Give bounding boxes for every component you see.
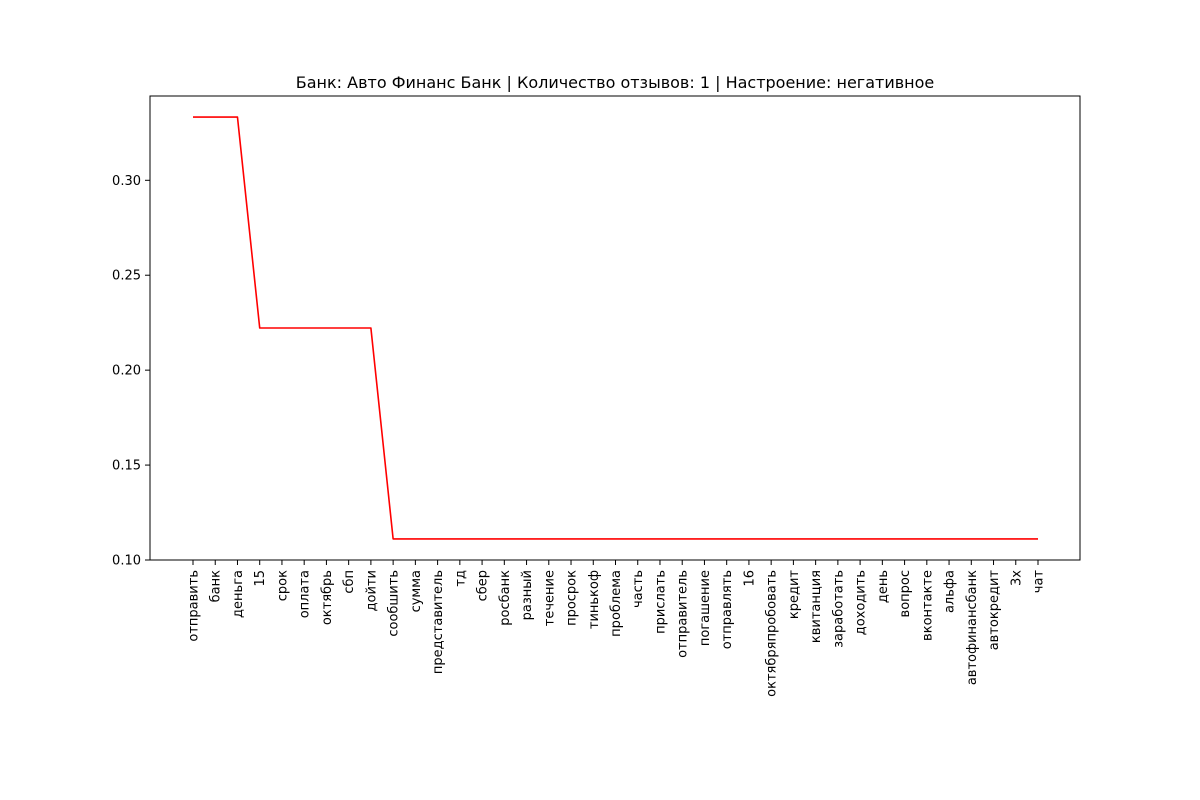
series-layer [193,116,1038,540]
x-tick-label: сумма [409,570,424,612]
x-tick-label: дойти [364,570,379,611]
series-line-0 [193,116,1038,540]
x-tick-label: октябряпробовать [765,570,780,697]
x-axis: отправить банк деньга 15 срок оплата октябрь сб… [187,560,1047,697]
x-tick-label: сбп [342,570,357,594]
y-tick-label: 0.20 [112,364,141,379]
x-tick-label: автофинансбанк [965,570,980,685]
x-tick-label: 16 [742,570,757,587]
x-tick-label: представитель [431,570,446,674]
x-tick-label: вконтакте [920,570,935,641]
x-tick-label: разный [520,570,535,620]
x-tick-label: 3х [1009,570,1024,586]
y-tick-label: 0.15 [112,459,141,474]
x-tick-label: доходить [854,570,869,635]
x-tick-label: отправить [187,570,202,642]
x-tick-label: автокредит [987,570,1002,651]
x-tick-label: банк [209,570,224,602]
x-tick-label: чат [1032,570,1047,594]
x-tick-label: отправлять [720,570,735,649]
x-tick-label: день [876,570,891,603]
x-tick-label: 15 [253,570,268,587]
x-tick-label: погашение [698,570,713,646]
x-tick-label: часть [631,570,646,608]
x-tick-label: проблема [609,570,624,637]
x-tick-label: октябрь [320,570,335,625]
chart-title: Банк: Авто Финанс Банк | Количество отзы… [296,73,935,92]
x-tick-label: вопрос [898,570,913,617]
x-tick-label: альфа [943,570,958,613]
plot-frame [149,95,1081,561]
x-tick-label: кредит [787,570,802,620]
x-tick-label: оплата [298,570,313,618]
y-tick-label: 0.10 [112,554,141,569]
x-tick-label: тинькоф [587,570,602,629]
x-tick-label: росбанк [498,570,513,626]
x-tick-label: сбер [476,570,491,601]
x-tick-label: заработать [831,570,846,648]
x-tick-label: отправитель [676,570,691,658]
x-tick-label: квитанция [809,570,824,643]
y-axis: 0.10 0.15 0.20 0.25 0.30 [112,174,150,569]
x-tick-label: сообшить [387,570,402,637]
y-tick-label: 0.25 [112,269,141,284]
x-tick-label: срок [275,570,290,601]
x-tick-label: деньга [231,570,246,618]
y-tick-label: 0.30 [112,174,141,189]
x-tick-label: течение [542,570,557,626]
x-tick-label: прислать [653,570,668,634]
x-tick-label: тд [453,570,468,587]
x-tick-label: просрок [565,570,580,626]
